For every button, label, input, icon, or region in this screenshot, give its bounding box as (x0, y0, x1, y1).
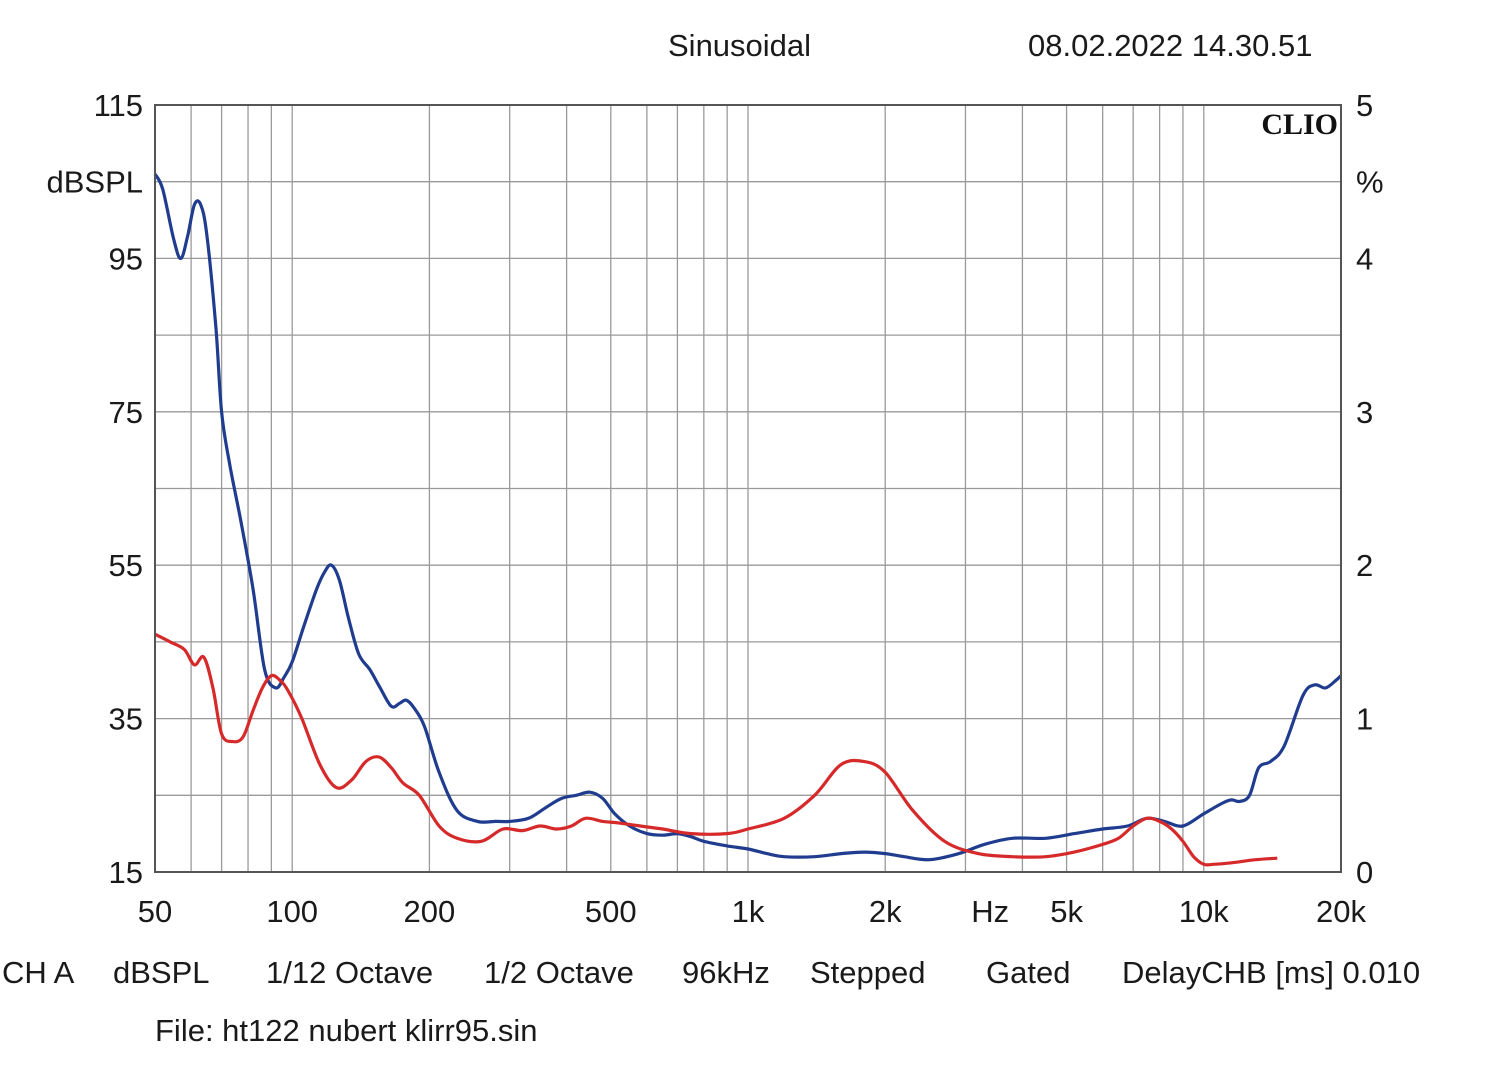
chart-labels: 50 100 200 500 1k 2k 5k 10k 20kHz1159575553515dB… (46, 88, 1383, 929)
header-timestamp: 08.02.2022 14.30.51 (1028, 28, 1313, 63)
x-tick-label: 20k (1316, 894, 1366, 929)
y-tick-label: 115 (94, 88, 143, 123)
chart-series-group (153, 173, 1343, 867)
x-tick-label: 1k (732, 894, 765, 929)
y-tick-label: 15 (109, 855, 143, 890)
y-tick-label: 35 (109, 702, 143, 737)
x-tick-label: 2k (869, 894, 902, 929)
x-tick-label: 500 (585, 894, 637, 929)
plot-frame (154, 104, 1342, 873)
footer-resolution: 1/12 Octave (266, 955, 434, 990)
footer-window: Gated (986, 955, 1071, 990)
y2-tick-label: 2 (1356, 548, 1373, 583)
y2-axis-label: % (1356, 165, 1384, 200)
y-tick-label: 95 (109, 241, 143, 276)
footer-samplerate: 96kHz (682, 955, 770, 990)
y2-tick-label: 3 (1356, 395, 1373, 430)
x-tick-label: 50 (138, 894, 172, 929)
footer-file: File: ht122 nubert klirr95.sin (155, 1013, 538, 1048)
y2-tick-label: 0 (1356, 855, 1373, 890)
footer-channel: CH A (2, 955, 75, 990)
series-line-1 (153, 173, 1343, 862)
x-unit-label: Hz (971, 894, 1009, 929)
y-tick-label: 75 (109, 395, 143, 430)
x-tick-label: 100 (266, 894, 318, 929)
series-line-2 (154, 632, 1278, 867)
chart-grid (155, 105, 1341, 872)
y-tick-label: 55 (109, 548, 143, 583)
y-axis-label: dBSPL (46, 165, 143, 200)
clio-brand: CLIO (1261, 108, 1338, 141)
x-tick-label: 5k (1050, 894, 1083, 929)
footer-delay: DelayCHB [ms] 0.010 (1122, 955, 1421, 990)
footer-smoothing: 1/2 Octave (484, 955, 634, 990)
x-tick-label: 200 (404, 894, 456, 929)
header-mode: Sinusoidal (668, 28, 812, 63)
y2-tick-label: 5 (1356, 88, 1373, 123)
y2-tick-label: 1 (1356, 702, 1373, 737)
footer-unit: dBSPL (113, 955, 210, 990)
footer-sweep: Stepped (810, 955, 926, 990)
y2-tick-label: 4 (1356, 241, 1373, 276)
x-tick-label: 10k (1179, 894, 1229, 929)
